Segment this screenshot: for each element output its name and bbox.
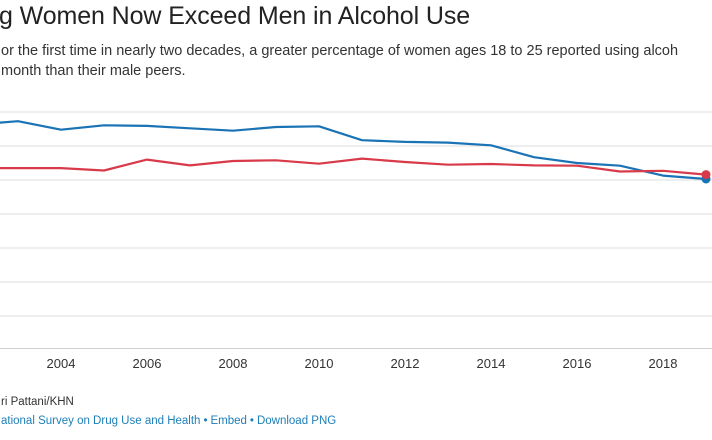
chart-credit: ri Pattani/KHN bbox=[1, 396, 74, 408]
x-tick-label: 2004 bbox=[47, 356, 76, 371]
x-tick-label: 2016 bbox=[563, 356, 592, 371]
embed-link[interactable]: Embed bbox=[210, 415, 247, 427]
x-tick-label: 2010 bbox=[305, 356, 334, 371]
x-axis-tick-labels: 2004 2006 2008 2010 2012 2014 2016 2018 bbox=[47, 356, 678, 371]
chart-subtitle: or the first time in nearly two decades,… bbox=[1, 41, 712, 81]
x-tick-label: 2008 bbox=[219, 356, 248, 371]
x-tick-label: 2006 bbox=[133, 356, 162, 371]
chart-title: g Women Now Exceed Men in Alcohol Use bbox=[0, 2, 471, 30]
subtitle-line: or the first time in nearly two decades,… bbox=[1, 43, 679, 59]
separator: • bbox=[249, 415, 254, 427]
source-link[interactable]: ational Survey on Drug Use and Health bbox=[1, 415, 201, 427]
series-line-men bbox=[0, 120, 707, 181]
series-lines bbox=[0, 120, 711, 184]
download-png-link[interactable]: Download PNG bbox=[256, 415, 337, 427]
source-line: ational Survey on Drug Use and Health • Em… bbox=[1, 415, 336, 427]
separator: • bbox=[203, 415, 208, 427]
subtitle-line: month than their male peers. bbox=[1, 63, 186, 79]
x-tick-label: 2012 bbox=[391, 356, 420, 371]
x-tick-label: 2018 bbox=[649, 356, 678, 371]
series-line-women bbox=[0, 157, 707, 176]
series-endpoint-women bbox=[701, 170, 711, 180]
gridlines bbox=[0, 111, 712, 349]
x-tick-label: 2014 bbox=[477, 356, 506, 371]
